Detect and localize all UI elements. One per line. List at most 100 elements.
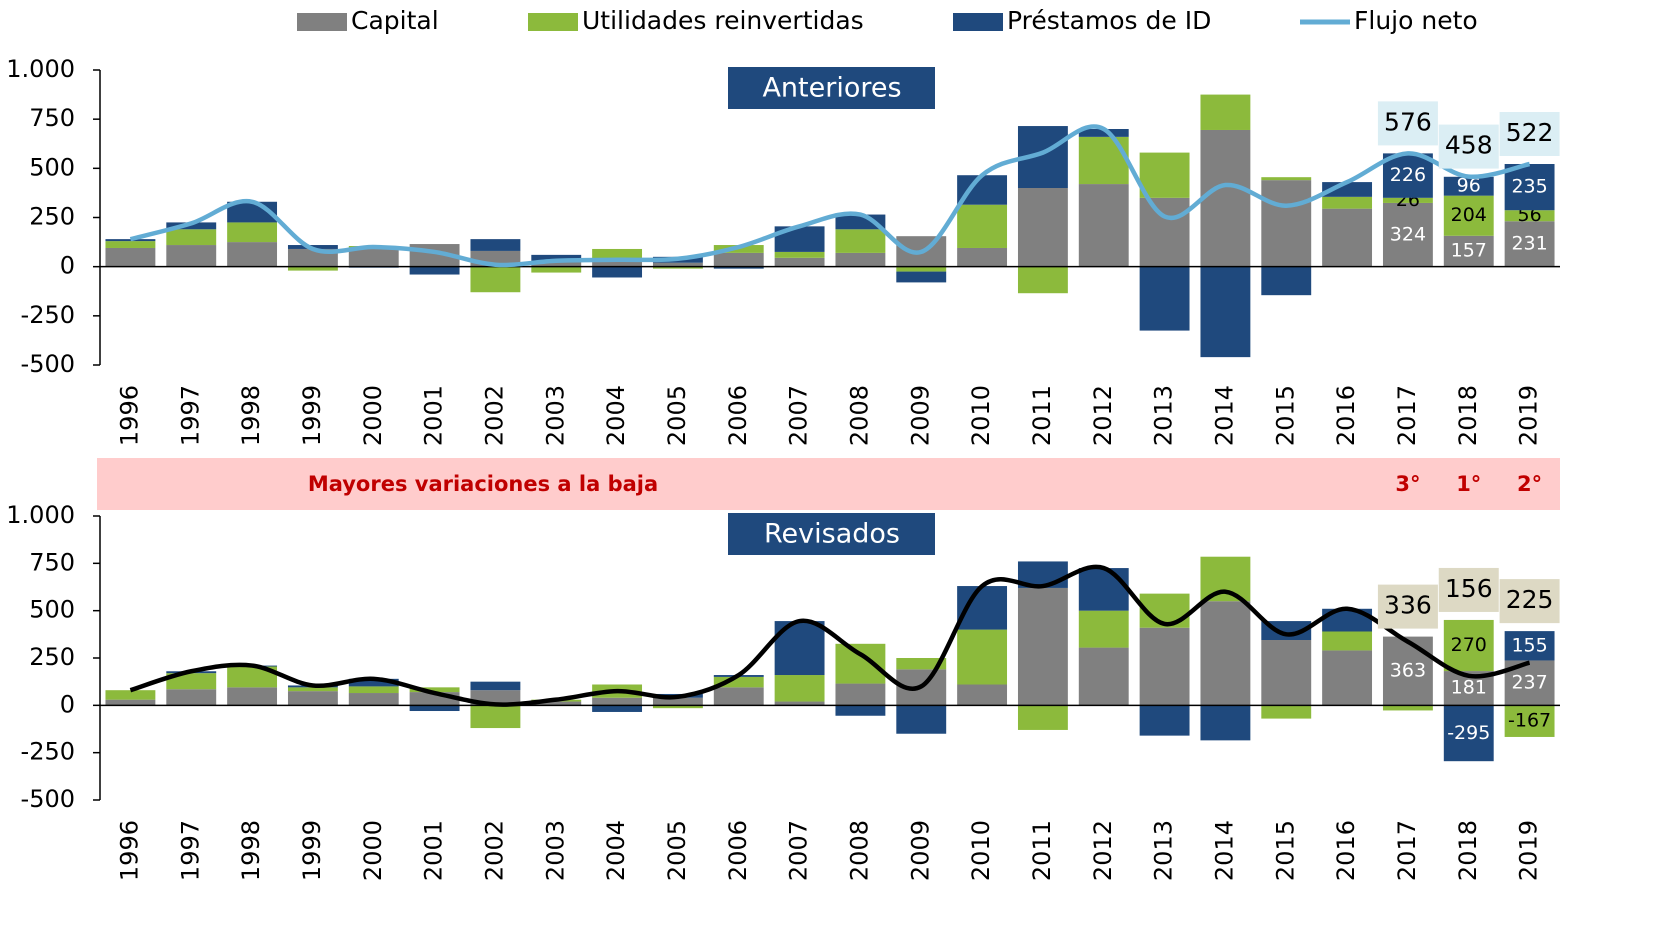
- bar-segment: [1261, 177, 1312, 181]
- band-label: Mayores variaciones a la baja: [308, 472, 658, 496]
- x-tick-label: 2010: [967, 385, 995, 446]
- bar-segment: [409, 705, 460, 712]
- data-label: 181: [1451, 677, 1487, 699]
- x-tick-label: 1996: [115, 385, 143, 446]
- data-label: -295: [1447, 722, 1490, 744]
- bar-segment: [835, 705, 886, 716]
- bar-segment: [1200, 94, 1251, 130]
- legend-label: Préstamos de ID: [1007, 6, 1211, 35]
- x-tick-label: 1996: [115, 820, 143, 881]
- bar-segment: [652, 697, 703, 706]
- panel-title-box: [728, 513, 935, 555]
- bar-segment: [592, 697, 643, 706]
- panel-title: Revisados: [764, 519, 900, 550]
- bar-segment: [1017, 188, 1068, 267]
- x-tick-label: 2006: [724, 385, 752, 446]
- bar-segment: [592, 705, 643, 712]
- bar-segment: [1443, 619, 1494, 672]
- bar-segment: [531, 254, 582, 261]
- bar-segment: [1322, 650, 1373, 706]
- bar-segment: [531, 266, 582, 273]
- x-tick-label: 2001: [420, 820, 448, 881]
- bar-segment: [774, 251, 825, 258]
- bar-segment: [1504, 705, 1555, 737]
- bar-segment: [1443, 176, 1494, 196]
- bar-segment: [470, 266, 521, 293]
- bar-segment: [1504, 221, 1555, 267]
- net-label-box: [1438, 567, 1499, 612]
- net-label: 225: [1506, 585, 1554, 614]
- net-label-box: [1438, 124, 1499, 169]
- bar-segment: [1322, 608, 1373, 632]
- bar-segment: [592, 248, 643, 261]
- net-flow-line: [129, 564, 1531, 707]
- legend-label: Capital: [351, 6, 439, 35]
- x-tick-label: 2014: [1210, 385, 1238, 446]
- data-label: 235: [1511, 176, 1547, 198]
- x-tick-label: 2011: [1028, 820, 1056, 881]
- x-tick-label: 2000: [359, 820, 387, 881]
- x-tick-label: 2003: [541, 820, 569, 881]
- bar-segment: [1382, 153, 1433, 198]
- x-tick-label: 2004: [602, 385, 630, 446]
- bar-segment: [409, 687, 460, 693]
- bar-segment: [957, 684, 1008, 706]
- bar-segment: [1322, 631, 1373, 651]
- x-tick-label: 2019: [1515, 385, 1543, 446]
- data-label: 363: [1390, 659, 1426, 681]
- y-tick-label: 750: [29, 104, 75, 132]
- x-tick-label: 2001: [420, 385, 448, 446]
- bar-segment: [227, 242, 278, 267]
- bar-segment: [1200, 266, 1251, 358]
- bar-segment: [105, 247, 156, 267]
- bar-segment: [1139, 705, 1190, 736]
- x-tick-label: 2015: [1271, 385, 1299, 446]
- bar-segment: [348, 678, 399, 687]
- bar-segment: [774, 701, 825, 706]
- data-label: 270: [1451, 634, 1487, 656]
- y-tick-label: -250: [21, 301, 75, 329]
- bar-segment: [166, 689, 217, 706]
- bar-segment: [166, 229, 217, 246]
- bar-segment: [1078, 568, 1129, 611]
- x-tick-label: 2007: [785, 385, 813, 446]
- x-tick-label: 2008: [845, 385, 873, 446]
- bar-segment: [774, 675, 825, 702]
- bar-segment: [166, 245, 217, 267]
- bar-segment: [105, 699, 156, 706]
- data-label: 155: [1511, 634, 1547, 656]
- x-tick-label: 1998: [237, 385, 265, 446]
- bar-segment: [166, 222, 217, 230]
- data-label: 157: [1451, 240, 1487, 262]
- rank-label: 3°: [1395, 472, 1420, 496]
- bar-segment: [227, 666, 278, 688]
- y-tick-label: -500: [21, 785, 75, 813]
- bar-segment: [652, 705, 703, 709]
- bar-segment: [348, 686, 399, 694]
- bar-segment: [1200, 705, 1251, 741]
- bar-segment: [1382, 202, 1433, 267]
- data-label: 204: [1451, 204, 1487, 226]
- y-tick-label: 750: [29, 548, 75, 576]
- bar-segment: [896, 271, 947, 283]
- bar-segment: [957, 247, 1008, 267]
- bar-segment: [470, 705, 521, 729]
- bar-segment: [957, 629, 1008, 685]
- bar-segment: [1382, 705, 1433, 711]
- net-label: 458: [1445, 131, 1493, 160]
- x-tick-label: 2016: [1332, 820, 1360, 881]
- bar-segment: [1322, 196, 1373, 209]
- bar-segment: [1139, 266, 1190, 331]
- data-label: 237: [1511, 671, 1547, 693]
- bar-segment: [652, 262, 703, 267]
- x-tick-label: 2011: [1028, 385, 1056, 446]
- bar-segment: [1382, 636, 1433, 706]
- bar-segment: [1078, 610, 1129, 648]
- x-tick-label: 2009: [906, 385, 934, 446]
- rank-label: 2°: [1517, 472, 1542, 496]
- x-tick-label: 2019: [1515, 820, 1543, 881]
- y-tick-label: 500: [29, 596, 75, 624]
- net-flow-line: [129, 124, 1531, 268]
- net-label: 156: [1445, 574, 1493, 603]
